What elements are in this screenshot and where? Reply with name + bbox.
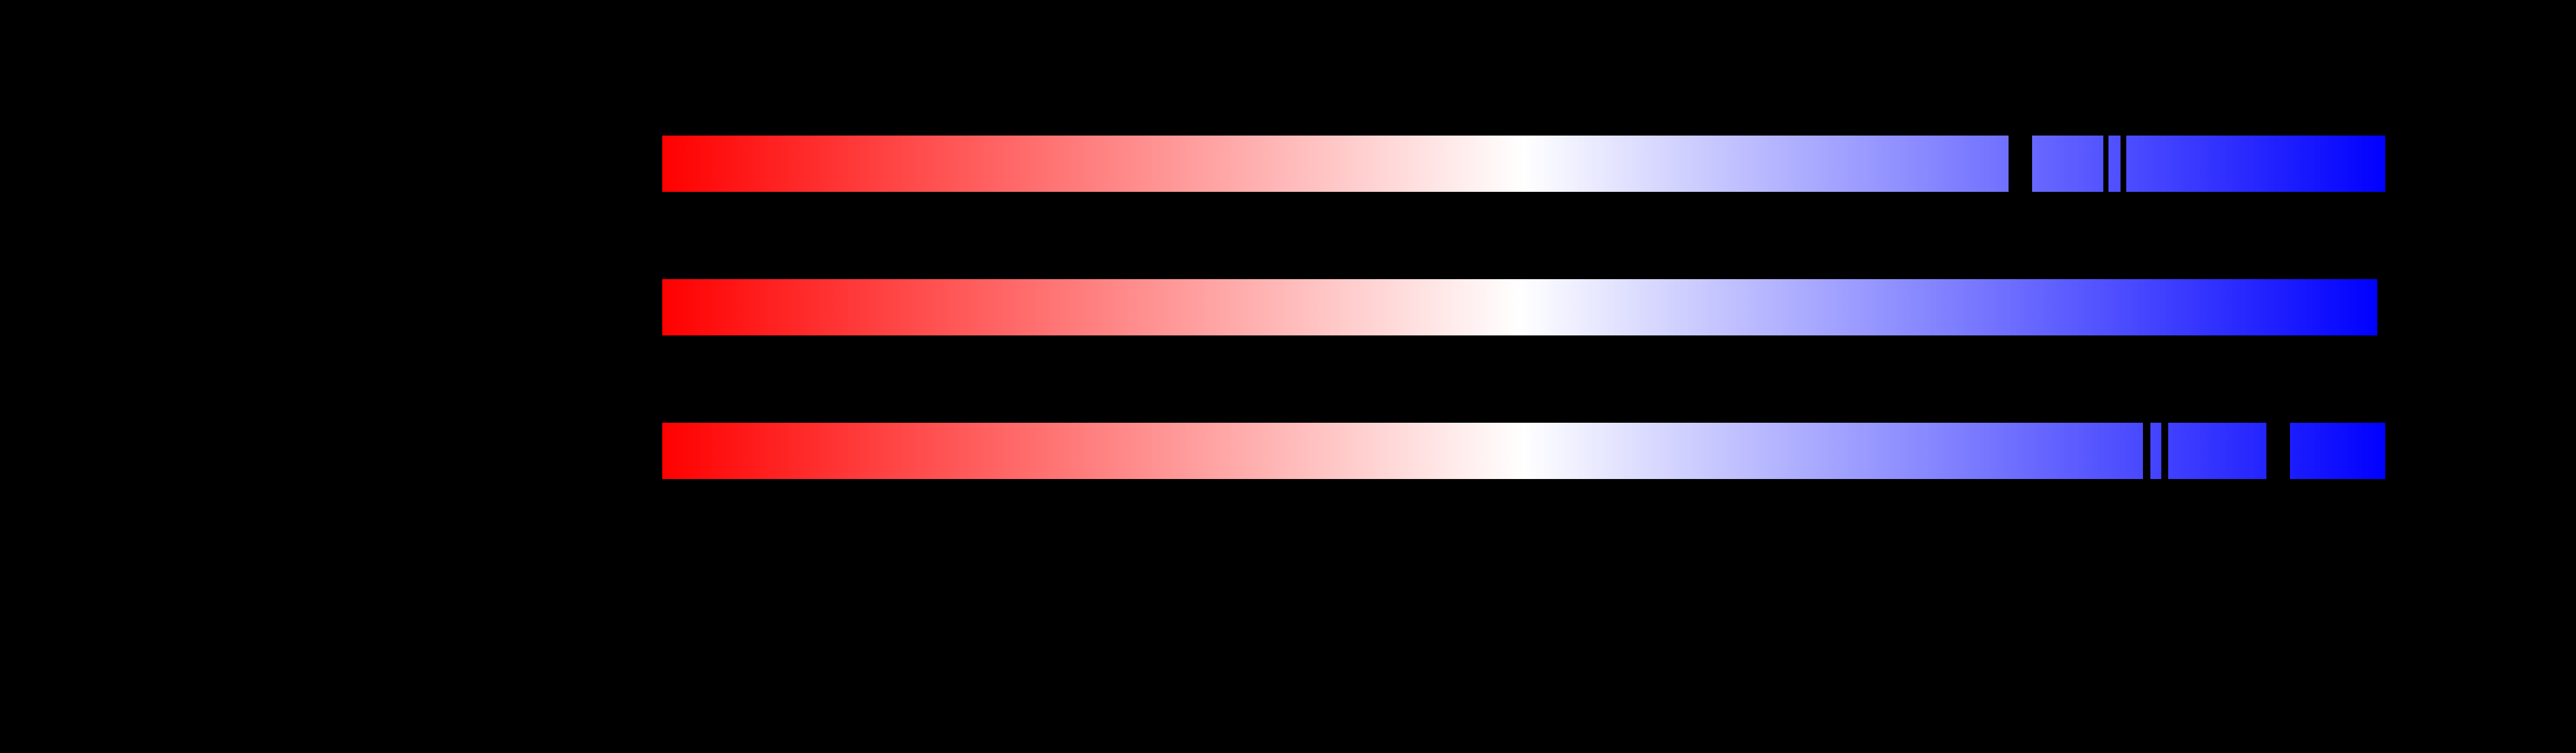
- gradient-bar-bar-3: [662, 422, 2385, 480]
- bar-gap: [2266, 422, 2290, 480]
- bar-gap: [2121, 135, 2126, 192]
- bar-gap: [2009, 135, 2032, 192]
- gradient-bar-bar-1: [662, 135, 2385, 192]
- gradient-bar-bar-2: [662, 279, 2377, 335]
- bar-gap: [2161, 422, 2168, 480]
- bar-gap: [2103, 135, 2108, 192]
- bar-gap: [2143, 422, 2150, 480]
